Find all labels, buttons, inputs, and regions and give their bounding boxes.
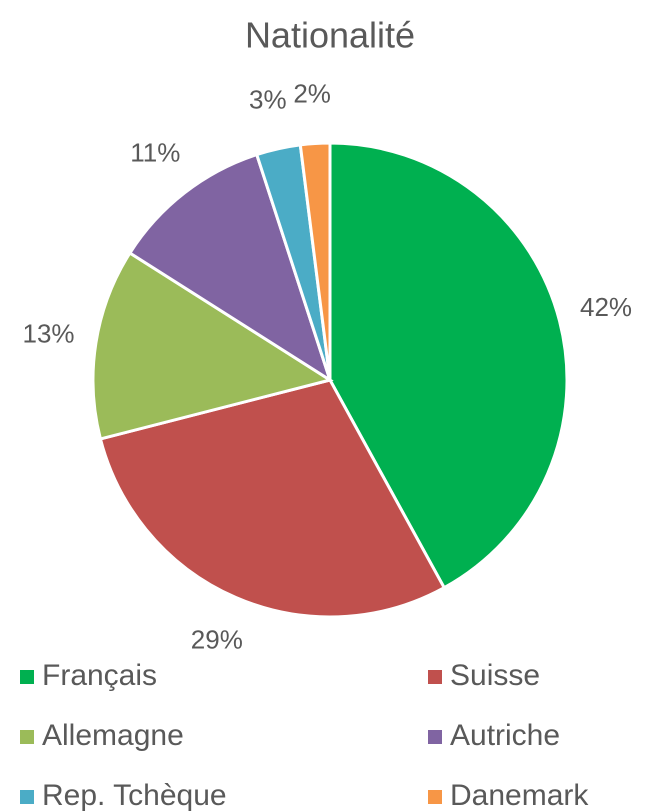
data-label: 11%: [130, 138, 180, 168]
legend-label: Allemagne: [42, 719, 184, 752]
pie-slice: [127, 152, 333, 384]
legend-label: Autriche: [450, 719, 560, 752]
legend-label: Danemark: [450, 779, 589, 812]
legend-label: Français: [42, 659, 157, 692]
legend-marker: [428, 790, 442, 804]
legend-label: Suisse: [450, 659, 540, 692]
data-label: 42%: [580, 292, 632, 322]
data-label: 2%: [293, 78, 331, 108]
pie-slice: [91, 250, 334, 441]
chart-title: Nationalité: [245, 15, 415, 56]
pie-slice: [328, 141, 569, 590]
legend-label: Rep. Tchèque: [42, 779, 227, 812]
legend-marker: [20, 730, 34, 744]
legend-marker: [20, 670, 34, 684]
pie-slice: [98, 378, 447, 619]
pie-slice: [298, 141, 332, 381]
data-label: 13%: [22, 318, 74, 348]
data-label: 3%: [249, 85, 287, 115]
legend-marker: [428, 670, 442, 684]
data-label: 29%: [191, 624, 243, 654]
legend-marker: [428, 730, 442, 744]
legend-marker: [20, 790, 34, 804]
